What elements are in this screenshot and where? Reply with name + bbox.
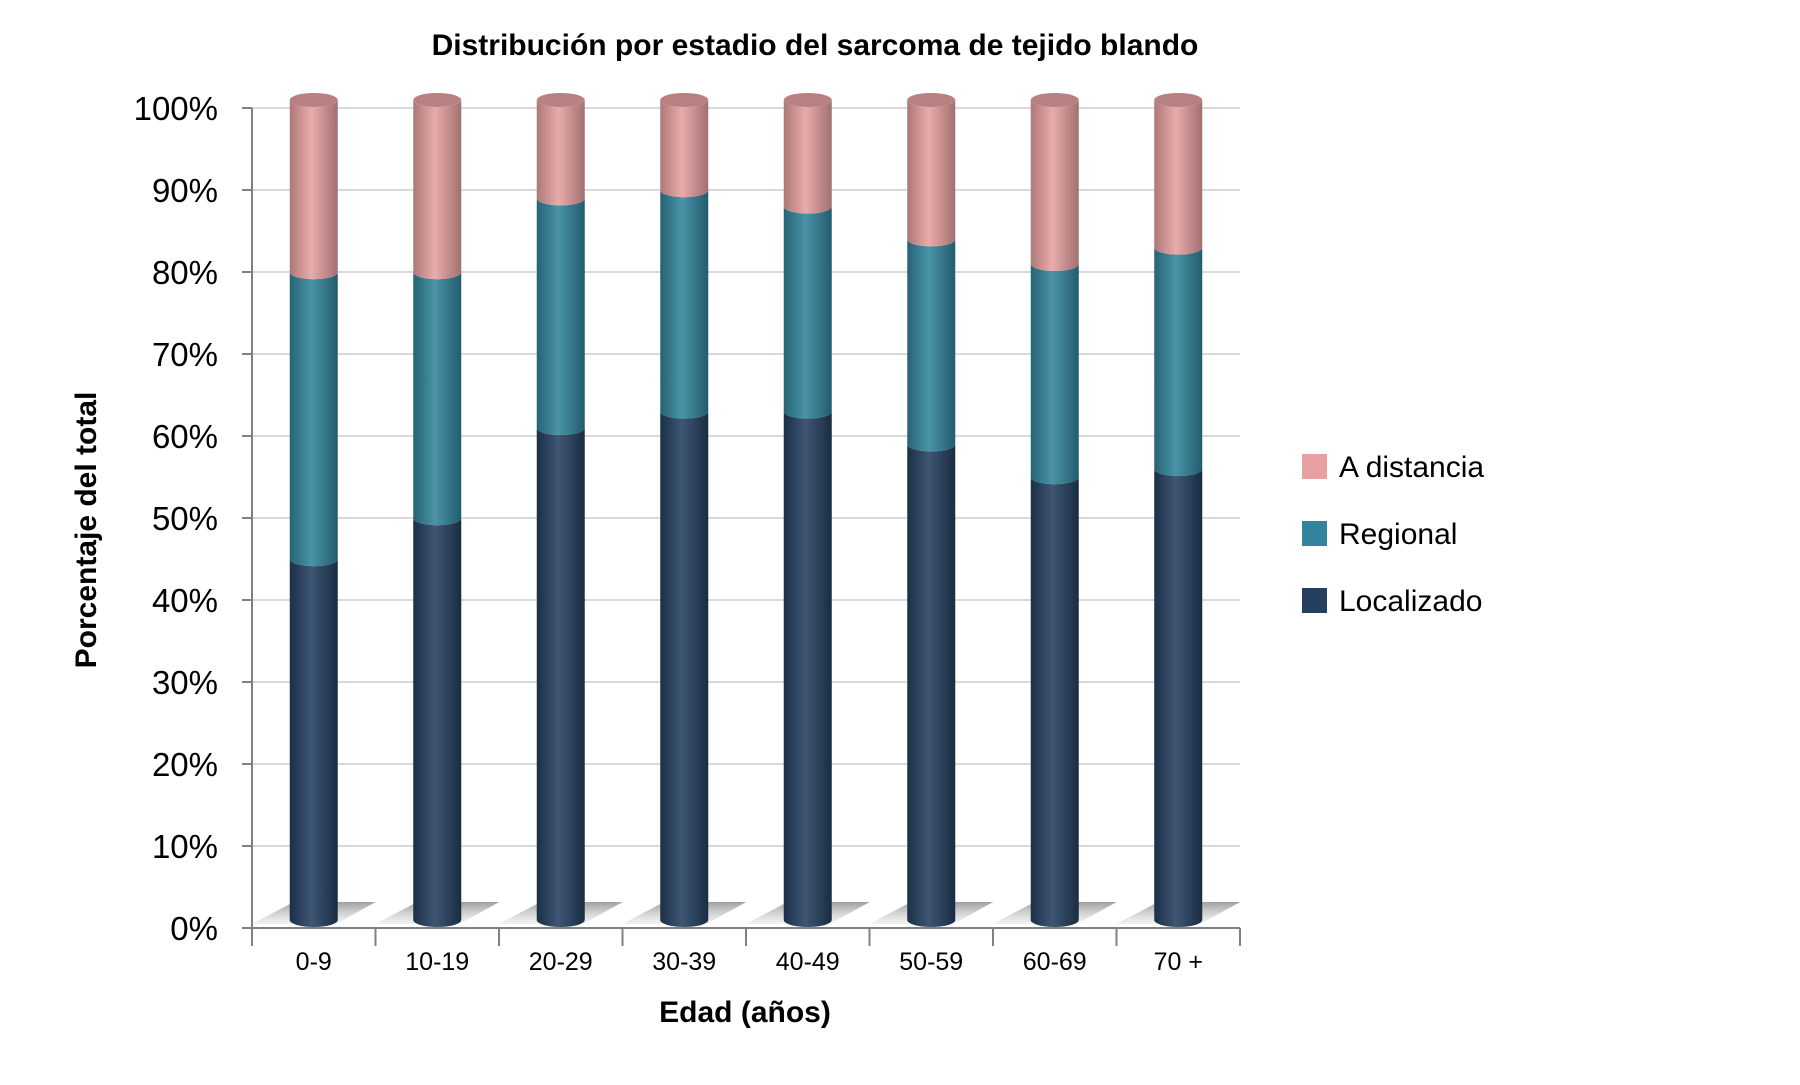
legend-label: Regional [1339, 518, 1457, 551]
bar-segment-localizado [660, 411, 709, 928]
bar-body [1154, 100, 1203, 255]
bar-body [536, 100, 585, 206]
bar-body [536, 198, 585, 436]
bar-body [660, 190, 709, 419]
bar-top-cap [1154, 93, 1203, 107]
bar-segment-a-distancia [783, 93, 832, 214]
bar-segment-a-distancia [413, 93, 462, 280]
bar-segment-a-distancia [907, 93, 956, 247]
bar-body [783, 206, 832, 419]
bar-top-cap [536, 93, 585, 107]
bar-top-cap [1030, 93, 1079, 107]
bar-body [1154, 247, 1203, 476]
bar-segment-regional [289, 272, 338, 567]
axes [242, 107, 1241, 946]
bar-segment-regional [660, 190, 709, 419]
x-tick-label: 40-49 [776, 948, 840, 976]
x-tick-label: 70 + [1154, 948, 1203, 976]
bar-top-cap [660, 93, 709, 107]
bar-segment-regional [907, 239, 956, 452]
bar-top-cap [783, 93, 832, 107]
bar-body [1030, 264, 1079, 485]
bar-body [289, 272, 338, 567]
y-tick-label: 100% [134, 90, 218, 127]
legend-label: Localizado [1339, 585, 1482, 618]
legend-swatch [1302, 588, 1327, 613]
x-tick-labels: 0-9 10-19 20-29 30-39 40-49 50-59 60-69 70 + [296, 948, 1203, 976]
bar-body [783, 100, 832, 214]
bar-segment-localizado [289, 559, 338, 927]
bar-segment-regional [783, 206, 832, 419]
y-tick-labels: 0% 10% 20% 30% 40% 50% 60% 70% 80% 90% 100% [134, 90, 218, 947]
bar-segment-a-distancia [1030, 93, 1079, 271]
y-tick-label: 30% [152, 664, 218, 701]
bar-body [907, 100, 956, 247]
legend-swatch [1302, 454, 1327, 479]
bar-segment-a-distancia [660, 93, 709, 198]
legend-item-localizado: Localizado [1302, 585, 1482, 618]
x-axis-label: Edad (años) [659, 996, 831, 1029]
bar-segment-a-distancia [1154, 93, 1203, 255]
bar-body [660, 100, 709, 198]
bar-segment-regional [1154, 247, 1203, 476]
bar-segment-a-distancia [289, 93, 338, 280]
y-axis-label: Porcentaje del total [70, 392, 103, 669]
y-tick-label: 80% [152, 254, 218, 291]
x-tick-label: 30-39 [652, 948, 716, 976]
bar-segment-localizado [413, 518, 462, 927]
bar-segment-localizado [1030, 477, 1079, 927]
bar-segment-localizado [783, 411, 832, 928]
bar-segment-regional [536, 198, 585, 436]
x-tick-label: 0-9 [296, 948, 332, 976]
x-tick-label: 10-19 [405, 948, 469, 976]
y-tick-label: 40% [152, 582, 218, 619]
bar-top-cap [289, 93, 338, 107]
bars [251, 93, 1241, 928]
y-tick-label: 90% [152, 172, 218, 209]
bar-body [783, 411, 832, 928]
bar-body [1030, 477, 1079, 927]
legend: A distancia Regional Localizado [1302, 451, 1484, 618]
y-tick-label: 0% [170, 910, 218, 947]
bar-body [413, 100, 462, 280]
bar-top-cap [413, 93, 462, 107]
y-tick-label: 70% [152, 336, 218, 373]
x-tick-label: 50-59 [899, 948, 963, 976]
bar-segment-a-distancia [536, 93, 585, 206]
bar-body [907, 239, 956, 452]
y-tick-label: 60% [152, 418, 218, 455]
bar-top-cap [907, 93, 956, 107]
bar-body [413, 518, 462, 927]
bar-segment-regional [1030, 264, 1079, 485]
legend-item-regional: Regional [1302, 518, 1457, 551]
y-tick-label: 50% [152, 500, 218, 537]
chart-title: Distribución por estadio del sarcoma de … [432, 29, 1199, 62]
x-tick-label: 60-69 [1023, 948, 1087, 976]
bar-body [907, 444, 956, 927]
gridlines [252, 107, 1240, 847]
legend-label: A distancia [1339, 451, 1484, 484]
bar-body [536, 428, 585, 927]
y-tick-label: 10% [152, 828, 218, 865]
bar-segment-regional [413, 272, 462, 526]
legend-swatch [1302, 521, 1327, 546]
bar-body [289, 559, 338, 927]
y-tick-label: 20% [152, 746, 218, 783]
legend-item-a-distancia: A distancia [1302, 451, 1484, 484]
x-tick-label: 20-29 [529, 948, 593, 976]
bar-body [1030, 100, 1079, 271]
bar-segment-localizado [1154, 469, 1203, 927]
bar-body [289, 100, 338, 280]
bar-segment-localizado [536, 428, 585, 927]
bar-body [660, 411, 709, 928]
bar-segment-localizado [907, 444, 956, 927]
bar-body [1154, 469, 1203, 927]
bar-body [413, 272, 462, 526]
